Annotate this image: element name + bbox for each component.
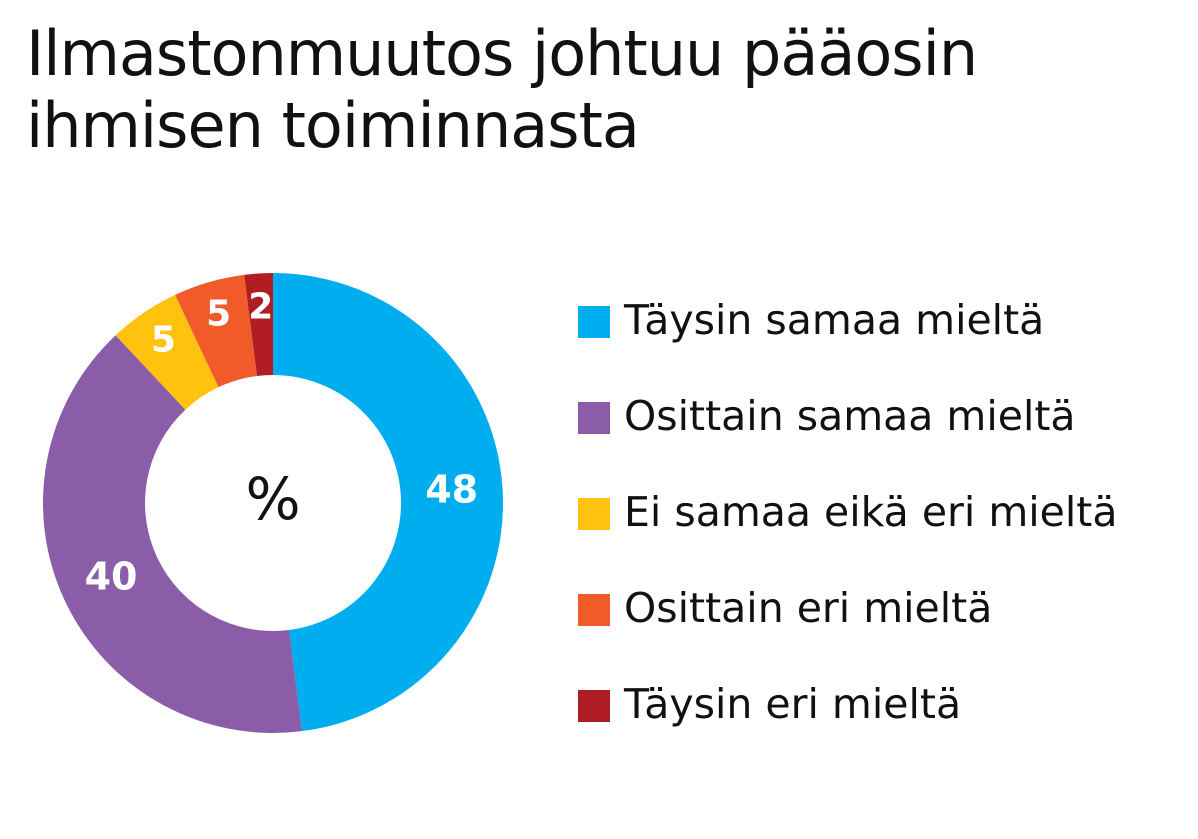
legend-item-osittain-samaa: Osittain samaa mieltä	[578, 386, 1117, 482]
legend-label: Ei samaa eikä eri mieltä	[624, 488, 1118, 536]
chart-title-line-1: Ilmastonmuutos johtuu pääosin	[26, 17, 978, 90]
donut-slice-osittain-eri	[175, 274, 257, 388]
legend-swatch	[578, 498, 610, 530]
donut-slice-taysin-samaa	[273, 273, 503, 732]
donut-slice-ei-samaa-eika-eri	[115, 294, 219, 410]
donut-value-label-osittain-eri: 5	[206, 294, 231, 335]
chart-legend: Täysin samaa mieltä Osittain samaa mielt…	[578, 290, 1117, 770]
chart-title: Ilmastonmuutos johtuu pääosin ihmisen to…	[26, 18, 1176, 162]
donut-slice-taysin-eri	[244, 273, 273, 377]
donut-slice-osittain-samaa	[42, 335, 302, 733]
legend-swatch	[578, 690, 610, 722]
donut-value-label-ei-samaa-eika-eri: 5	[151, 320, 176, 361]
legend-label: Täysin samaa mieltä	[624, 296, 1045, 344]
legend-swatch	[578, 306, 610, 338]
legend-item-taysin-eri: Täysin eri mieltä	[578, 674, 1117, 770]
legend-label: Osittain samaa mieltä	[624, 392, 1076, 440]
chart-title-line-2: ihmisen toiminnasta	[26, 89, 640, 162]
legend-swatch	[578, 594, 610, 626]
legend-item-taysin-samaa: Täysin samaa mieltä	[578, 290, 1117, 386]
legend-swatch	[578, 402, 610, 434]
legend-label: Täysin eri mieltä	[624, 680, 962, 728]
legend-item-ei-samaa-eika-eri: Ei samaa eikä eri mieltä	[578, 482, 1117, 578]
legend-label: Osittain eri mieltä	[624, 584, 993, 632]
donut-value-label-taysin-samaa: 48	[425, 467, 478, 511]
donut-center-label: %	[245, 465, 300, 533]
donut-slices	[42, 273, 503, 733]
donut-value-label-osittain-samaa: 40	[85, 555, 138, 599]
legend-item-osittain-eri: Osittain eri mieltä	[578, 578, 1117, 674]
donut-value-label-taysin-eri: 2	[248, 286, 273, 327]
